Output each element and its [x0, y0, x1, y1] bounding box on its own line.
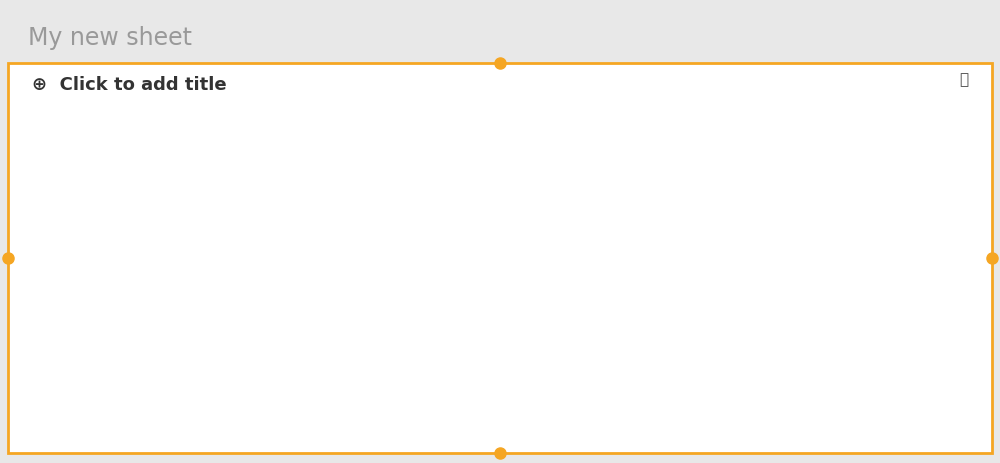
Text: My new sheet: My new sheet: [28, 26, 192, 50]
Bar: [769, 365, 793, 403]
Bar: [743, 167, 767, 403]
Bar: [389, 176, 413, 403]
Bar: [363, 322, 387, 403]
Bar: [717, 322, 741, 403]
FancyBboxPatch shape: [8, 64, 992, 453]
Bar: [179, 362, 203, 403]
Bar: [415, 365, 439, 403]
Y-axis label: Sum(Sales): Sum(Sales): [43, 220, 58, 307]
Bar: [271, 179, 295, 403]
Bar: [127, 335, 151, 403]
Text: ⊕  Click to add title: ⊕ Click to add title: [32, 76, 227, 94]
Legend: A, B, C: A, B, C: [843, 128, 938, 263]
Text: ⤤: ⤤: [959, 72, 968, 87]
Bar: [245, 324, 269, 403]
Bar: [625, 164, 649, 403]
Bar: [153, 161, 177, 403]
Bar: [651, 364, 675, 403]
Bar: [481, 339, 505, 403]
X-axis label: Month , Product: Month , Product: [400, 433, 520, 448]
Bar: [507, 169, 531, 403]
Bar: [533, 362, 557, 403]
Bar: [297, 360, 321, 403]
Bar: [599, 325, 623, 403]
